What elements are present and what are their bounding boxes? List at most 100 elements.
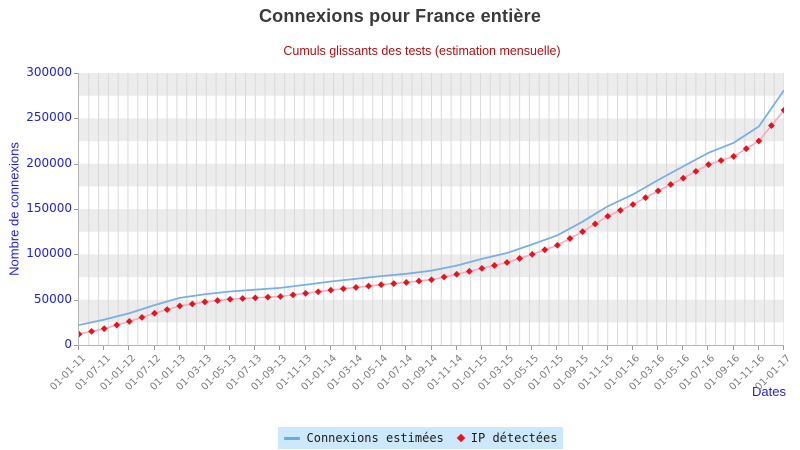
y-tick-label: 200000: [26, 155, 72, 170]
data-point-marker: [239, 295, 247, 302]
data-point-marker: [314, 288, 322, 296]
data-point-marker: [654, 187, 662, 195]
data-point-marker: [214, 297, 221, 304]
x-tick-mark: [279, 346, 281, 350]
data-point-marker: [491, 262, 498, 269]
legend-item-ip: IP détectées: [456, 431, 558, 445]
data-point-marker: [679, 174, 687, 182]
data-point-marker: [339, 285, 347, 293]
data-point-marker: [390, 280, 398, 287]
x-tick-mark: [430, 346, 432, 350]
x-tick-mark: [455, 346, 457, 350]
x-tick-mark: [783, 346, 784, 350]
data-point-marker: [717, 157, 725, 164]
data-point-marker: [553, 241, 561, 249]
data-point-marker: [768, 122, 775, 129]
y-tick-mark: [74, 73, 78, 74]
x-axis-title: Dates: [752, 384, 786, 399]
x-tick-mark: [254, 346, 256, 350]
data-point-marker: [365, 282, 372, 290]
x-tick-mark: [203, 346, 205, 350]
data-point-marker: [478, 264, 486, 272]
data-point-marker: [402, 279, 410, 286]
data-point-marker: [629, 201, 637, 208]
x-tick-mark: [581, 346, 583, 350]
legend: Connexions estimées IP détectées: [278, 427, 563, 449]
data-point-marker: [415, 277, 423, 285]
data-point-marker: [642, 194, 649, 202]
data-point-marker: [604, 212, 612, 220]
x-tick-mark: [128, 346, 130, 350]
x-tick-mark: [682, 346, 684, 350]
y-tick-label: 250000: [26, 110, 72, 125]
y-tick-label: 150000: [26, 201, 72, 215]
data-point-marker: [755, 137, 763, 145]
data-point-marker: [79, 330, 83, 338]
data-point-marker: [163, 306, 171, 314]
data-point-marker: [302, 289, 310, 297]
data-point-marker: [176, 302, 184, 310]
data-point-marker: [730, 153, 738, 160]
data-point-marker: [541, 246, 549, 254]
data-point-marker: [226, 295, 234, 303]
legend-item-estimees: Connexions estimées: [283, 431, 444, 445]
x-tick-mark: [405, 346, 407, 350]
x-tick-mark: [103, 346, 105, 350]
y-tick-label: 100000: [26, 246, 72, 261]
legend-label-estimees: Connexions estimées: [306, 431, 444, 445]
data-point-marker: [151, 309, 158, 317]
y-tick-mark: [74, 118, 78, 120]
data-point-marker: [591, 220, 599, 228]
x-tick-mark: [556, 346, 558, 350]
red-diamond-swatch-icon: [456, 433, 466, 443]
legend-label-ip: IP détectées: [470, 431, 558, 445]
y-tick-mark: [74, 163, 78, 165]
x-tick-mark: [732, 346, 734, 350]
x-tick-mark: [153, 346, 155, 350]
series-canvas: [79, 73, 784, 345]
data-point-marker: [667, 181, 675, 188]
data-point-marker: [616, 206, 624, 214]
chart-title: Connexions pour France entière: [258, 6, 542, 26]
data-point-marker: [88, 328, 95, 335]
data-point-marker: [201, 298, 209, 306]
data-point-marker: [440, 273, 448, 281]
x-tick-mark: [707, 346, 709, 350]
x-tick-mark: [606, 346, 608, 350]
y-tick-label: 50000: [33, 291, 72, 306]
x-tick-mark: [531, 346, 533, 350]
x-tick-mark: [78, 346, 79, 350]
data-point-marker: [503, 259, 511, 266]
data-point-marker: [289, 291, 297, 299]
data-point-marker: [377, 281, 385, 289]
data-point-marker: [453, 270, 461, 278]
data-point-marker: [264, 293, 272, 301]
data-point-marker: [566, 235, 574, 242]
data-point-marker: [465, 267, 473, 275]
data-point-marker: [780, 106, 784, 114]
blue-line-swatch-icon: [283, 436, 300, 440]
estimated-series-line: [79, 89, 784, 326]
data-point-marker: [742, 145, 750, 153]
x-tick-mark: [380, 346, 382, 350]
y-tick-mark: [74, 209, 78, 210]
data-point-marker: [277, 293, 284, 300]
y-tick-label: 0: [64, 337, 72, 351]
x-tick-mark: [480, 346, 482, 350]
y-tick-mark: [74, 254, 78, 256]
x-tick-mark: [657, 346, 659, 350]
y-tick-label: 300000: [26, 65, 72, 79]
data-point-marker: [138, 313, 146, 321]
data-point-marker: [692, 167, 700, 175]
data-point-marker: [125, 318, 133, 325]
x-tick-mark: [506, 346, 508, 350]
data-point-marker: [516, 255, 524, 262]
data-point-marker: [705, 161, 712, 168]
x-tick-mark: [178, 346, 180, 350]
data-point-marker: [352, 284, 360, 291]
x-tick-mark: [631, 346, 633, 350]
x-tick-mark: [354, 346, 356, 350]
x-tick-mark: [229, 346, 231, 350]
y-tick-mark: [74, 345, 78, 346]
